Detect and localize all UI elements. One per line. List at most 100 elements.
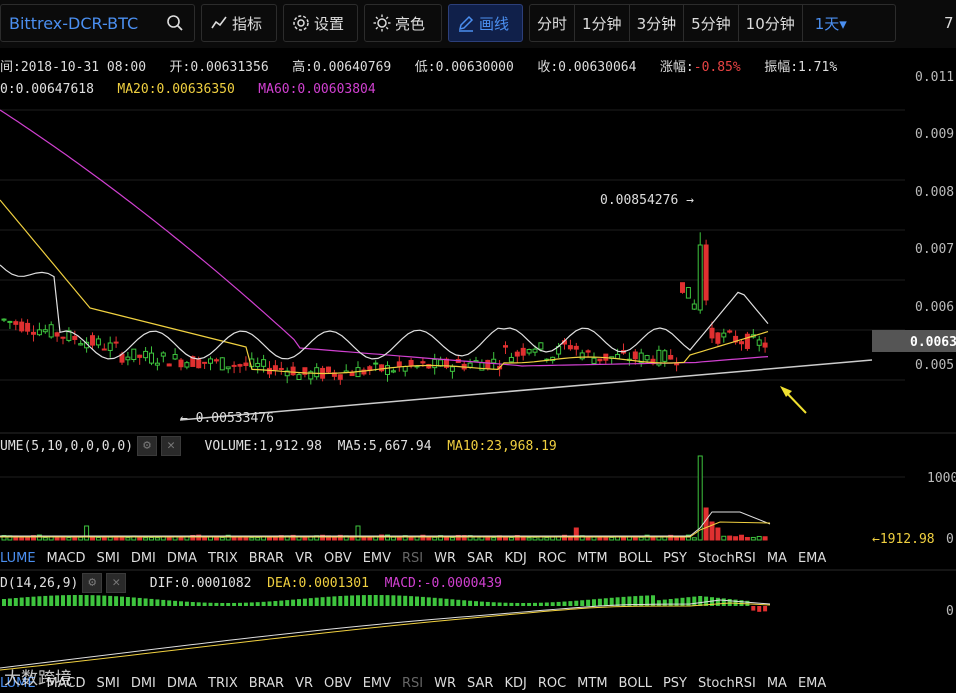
period-tab[interactable]: 10分钟	[739, 5, 803, 41]
macd-bar	[444, 598, 449, 606]
gear-icon[interactable]: ⚙	[137, 436, 158, 456]
indicator-tab-ema[interactable]: EMA	[797, 675, 827, 691]
volume-bar	[603, 537, 609, 541]
volume-bar	[178, 537, 184, 541]
period-tab[interactable]: 分时	[530, 5, 576, 41]
macd-bar	[238, 602, 242, 606]
symbol-search-box[interactable]: Bittrex-DCR-BTC	[0, 4, 195, 42]
indicator-tabs-bottom: LUME MACD SMI DMI DMA TRIX BRAR VR OBV EMV RSI WR SA…	[0, 672, 956, 693]
indicator-tab-ma[interactable]: MA	[766, 550, 787, 566]
indicator-tab-rsi[interactable]: RSI	[402, 550, 424, 566]
macd-bar	[43, 595, 48, 606]
indicator-tab-obv[interactable]: OBV	[324, 675, 352, 691]
candle-body	[644, 355, 650, 361]
macd-bar	[332, 596, 337, 606]
candle-body	[662, 350, 668, 362]
indicator-tab-dma[interactable]: DMA	[166, 675, 198, 691]
indicator-tab-boll[interactable]: BOLL	[618, 675, 652, 691]
indicator-tab-trix[interactable]: TRIX	[208, 675, 238, 691]
indicator-tab-emv[interactable]: EMV	[362, 675, 392, 691]
indicator-tab-wr[interactable]: WR	[434, 675, 457, 691]
indicator-tab-wr[interactable]: WR	[434, 550, 457, 566]
period-tab-active[interactable]: 1天▾	[814, 14, 847, 33]
volume-bar	[95, 537, 101, 541]
indicator-tab-macd[interactable]: MACD	[46, 550, 86, 566]
indicator-tab-psy[interactable]: PSY	[662, 675, 688, 691]
macd-bar	[13, 598, 18, 606]
macd-bar	[66, 595, 71, 606]
indicator-tab-ema[interactable]: EMA	[797, 550, 827, 566]
macd-bar	[456, 599, 461, 606]
indicator-tab-sar[interactable]: SAR	[467, 675, 494, 691]
volume-bar	[196, 534, 202, 541]
settings-button[interactable]: 设置	[283, 4, 358, 42]
indicator-tab-sar[interactable]: SAR	[467, 550, 494, 566]
indicator-tab-emv[interactable]: EMV	[362, 550, 392, 566]
indicator-tab-smi[interactable]: SMI	[96, 550, 120, 566]
candle-body	[591, 357, 597, 364]
indicator-tab-ma[interactable]: MA	[766, 675, 787, 691]
period-tab[interactable]: 3分钟	[630, 5, 685, 41]
theme-button[interactable]: 亮色	[364, 4, 442, 42]
price-axis-label: 0.005	[915, 358, 954, 373]
indicator-tab-lume[interactable]: LUME	[0, 675, 36, 691]
ma-short-line	[0, 264, 769, 360]
indicator-tab-brar[interactable]: BRAR	[248, 550, 285, 566]
candle-body	[685, 287, 691, 299]
indicator-tab-stochrsi[interactable]: StochRSI	[698, 550, 756, 566]
macd-bar	[609, 597, 614, 606]
indicator-tab-lume[interactable]: LUME	[0, 550, 36, 566]
macd-bar	[49, 595, 54, 606]
macd-bar	[96, 595, 101, 606]
draw-button[interactable]: 画线	[448, 4, 523, 42]
period-tab[interactable]: 1分钟	[575, 5, 630, 41]
indicator-tab-obv[interactable]: OBV	[324, 550, 352, 566]
indicator-tab-rsi[interactable]: RSI	[402, 675, 424, 691]
indicator-icon	[211, 16, 227, 29]
gear-icon[interactable]: ⚙	[82, 573, 103, 593]
indicator-tab-boll[interactable]: BOLL	[618, 550, 652, 566]
indicator-tab-dmi[interactable]: DMI	[130, 550, 156, 566]
indicator-tab-kdj[interactable]: KDJ	[504, 550, 527, 566]
indicator-tab-dma[interactable]: DMA	[166, 550, 198, 566]
macd-bar	[102, 595, 107, 606]
indicator-tab-trix[interactable]: TRIX	[208, 550, 238, 566]
indicator-tab-brar[interactable]: BRAR	[248, 675, 285, 691]
settings-button-label: 设置	[314, 14, 345, 33]
candle-body	[697, 244, 703, 311]
close-icon[interactable]: ✕	[161, 436, 182, 456]
volume-value: VOLUME:1,912.98	[204, 438, 322, 454]
candle-body	[7, 320, 13, 323]
indicator-tab-roc[interactable]: ROC	[537, 550, 567, 566]
indicator-tab-kdj[interactable]: KDJ	[504, 675, 527, 691]
indicator-tab-vr[interactable]: VR	[295, 550, 314, 566]
candle-body	[385, 365, 390, 375]
volume-bar	[739, 534, 744, 541]
indicator-tab-vr[interactable]: VR	[295, 675, 314, 691]
macd-value: MACD:-0.0000439	[384, 575, 502, 591]
indicator-tab-stochrsi[interactable]: StochRSI	[698, 675, 756, 691]
volume-bar	[36, 534, 42, 541]
indicator-tab-smi[interactable]: SMI	[96, 675, 120, 691]
indicator-tab-psy[interactable]: PSY	[662, 550, 688, 566]
macd-bar	[462, 600, 467, 606]
macd-bar	[131, 597, 136, 606]
candle-body	[668, 354, 674, 360]
search-icon[interactable]	[166, 14, 184, 32]
indicator-tab-mtm[interactable]: MTM	[577, 675, 608, 691]
macd-indicator-name: D(14,26,9)	[0, 575, 79, 591]
indicator-tab-mtm[interactable]: MTM	[577, 550, 608, 566]
indicator-tab-roc[interactable]: ROC	[537, 675, 567, 691]
indicator-button[interactable]: 指标	[201, 4, 277, 42]
indicator-tab-dmi[interactable]: DMI	[130, 675, 156, 691]
indicator-tab-macd[interactable]: MACD	[46, 675, 86, 691]
candle-body	[125, 356, 131, 361]
candle-body	[691, 303, 697, 310]
period-selector: 分时 1分钟 3分钟 5分钟 10分钟 1天▾	[529, 4, 896, 42]
close-icon[interactable]: ✕	[106, 573, 127, 593]
volume-bar	[125, 537, 131, 541]
price-axis-label: 0.009	[915, 127, 954, 142]
macd-bar	[674, 598, 679, 606]
period-tab[interactable]: 5分钟	[684, 5, 739, 41]
